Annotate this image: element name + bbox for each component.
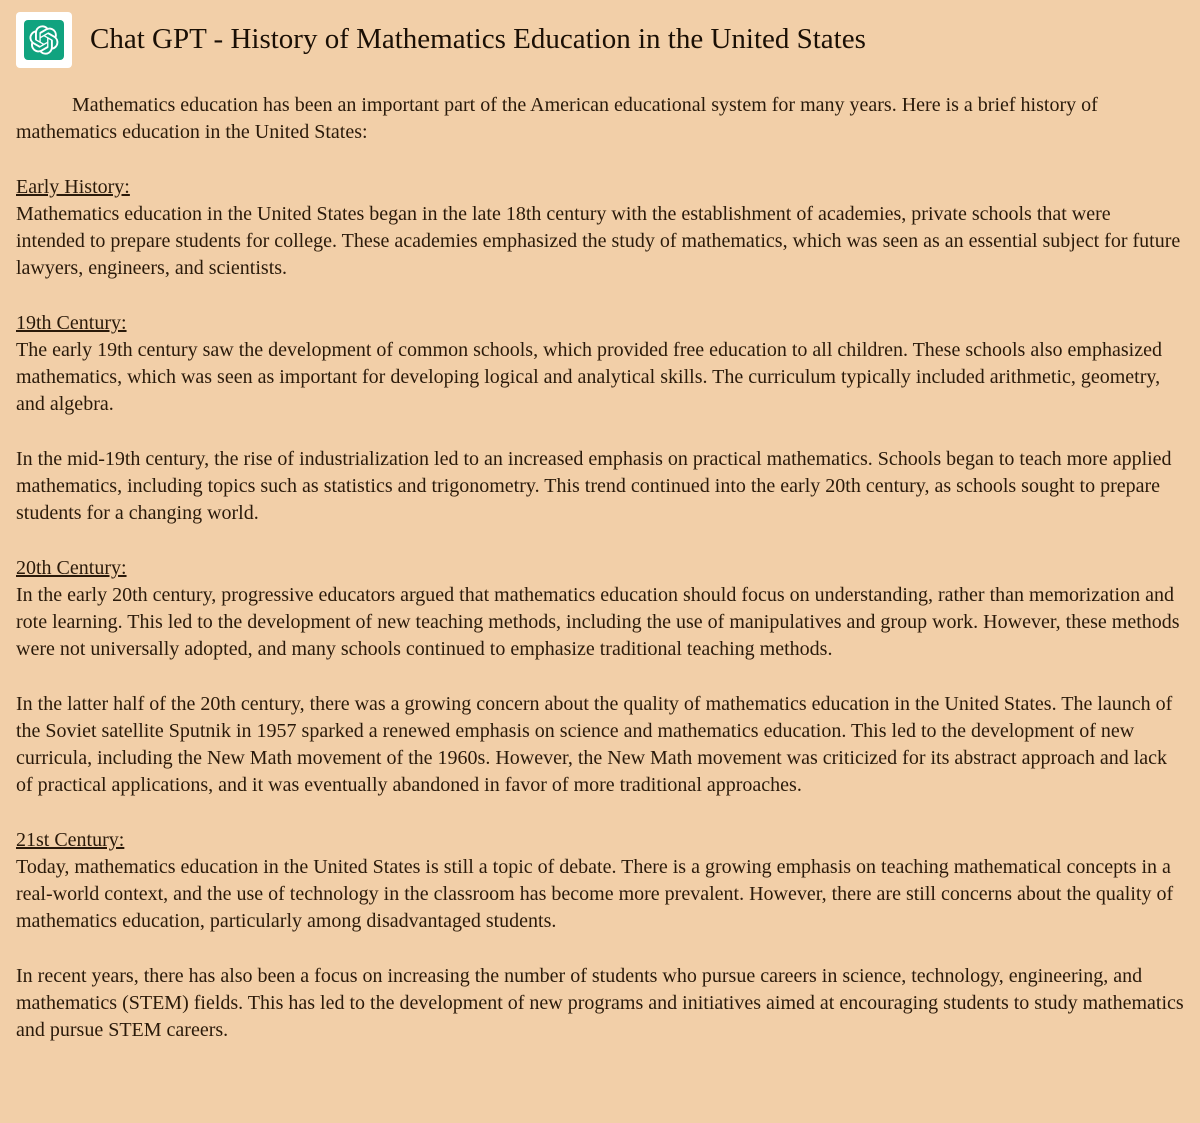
- section-paragraph: In the early 20th century, progressive e…: [16, 582, 1184, 663]
- section-20th-century: 20th Century: In the early 20th century,…: [16, 555, 1184, 799]
- chatgpt-icon: [24, 20, 64, 60]
- document-header: Chat GPT - History of Mathematics Educat…: [16, 12, 1184, 68]
- section-paragraph: In recent years, there has also been a f…: [16, 963, 1184, 1044]
- section-21st-century: 21st Century: Today, mathematics educati…: [16, 827, 1184, 1044]
- section-heading: 19th Century:: [16, 310, 1184, 337]
- section-heading: 20th Century:: [16, 555, 1184, 582]
- section-early-history: Early History: Mathematics education in …: [16, 174, 1184, 282]
- intro-paragraph: Mathematics education has been an import…: [16, 92, 1184, 146]
- section-paragraph: Mathematics education in the United Stat…: [16, 201, 1184, 282]
- section-paragraph: Today, mathematics education in the Unit…: [16, 854, 1184, 935]
- section-paragraph: In the latter half of the 20th century, …: [16, 691, 1184, 799]
- section-19th-century: 19th Century: The early 19th century saw…: [16, 310, 1184, 527]
- page-title: Chat GPT - History of Mathematics Educat…: [90, 20, 866, 59]
- section-heading: 21st Century:: [16, 827, 1184, 854]
- section-heading: Early History:: [16, 174, 1184, 201]
- section-paragraph: The early 19th century saw the developme…: [16, 337, 1184, 418]
- chatgpt-icon-box: [16, 12, 72, 68]
- section-paragraph: In the mid-19th century, the rise of ind…: [16, 446, 1184, 527]
